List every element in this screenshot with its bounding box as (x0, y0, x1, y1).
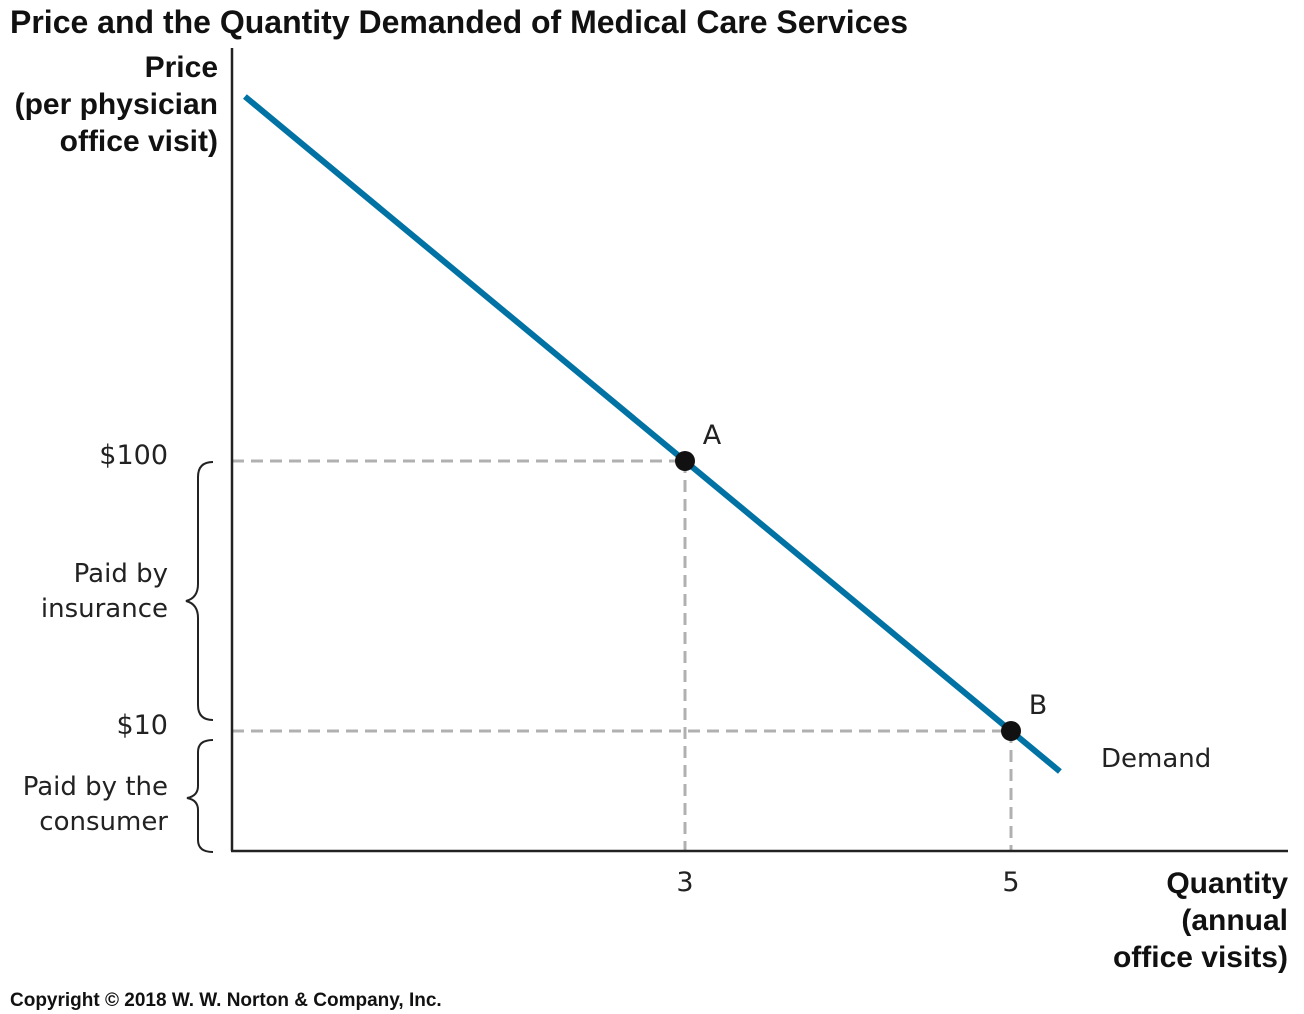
y-axis-title-line-3: office visit) (60, 125, 218, 158)
x-axis-title: Quantity (annual office visits) (1113, 867, 1288, 974)
y-axis-title: Price (per physician office visit) (15, 51, 218, 158)
demand-curve-0 (242, 94, 1062, 774)
point-label-a: A (703, 420, 722, 451)
y-tick-labels: $100 $10 (99, 440, 168, 741)
bracket-consumer: Paid by the consumer (23, 739, 214, 853)
y-tick-label-0: $100 (99, 440, 168, 471)
points-layer: AB (675, 420, 1047, 741)
x-tick-label-1: 5 (1002, 867, 1019, 898)
brace-consumer (186, 739, 214, 853)
point-a (675, 451, 695, 471)
guide-lines (232, 459, 1013, 851)
series-layer (242, 94, 1062, 774)
x-axis-title-line-2: (annual (1181, 904, 1288, 937)
bracket-insurance-line-1: Paid by (74, 559, 168, 589)
bracket-consumer-line-1: Paid by the (23, 772, 168, 802)
x-axis-title-line-3: office visits) (1113, 941, 1288, 974)
x-axis-title-line-1: Quantity (1166, 867, 1288, 900)
y-axis-title-line-2: (per physician (15, 88, 218, 121)
series-label-demand: Demand (1101, 744, 1211, 774)
x-tick-label-0: 3 (676, 867, 693, 898)
point-b (1001, 721, 1021, 741)
brace-insurance (185, 461, 214, 721)
bracket-consumer-line-2: consumer (39, 807, 168, 837)
bracket-insurance: Paid by insurance (41, 461, 214, 721)
axes (230, 48, 1288, 853)
y-tick-label-1: $10 (116, 710, 168, 741)
y-axis-title-line-1: Price (145, 51, 218, 84)
point-label-b: B (1029, 690, 1048, 721)
bracket-insurance-line-2: insurance (41, 594, 168, 624)
copyright-notice: Copyright © 2018 W. W. Norton & Company,… (10, 990, 442, 1011)
chart-title: Price and the Quantity Demanded of Medic… (10, 4, 908, 40)
